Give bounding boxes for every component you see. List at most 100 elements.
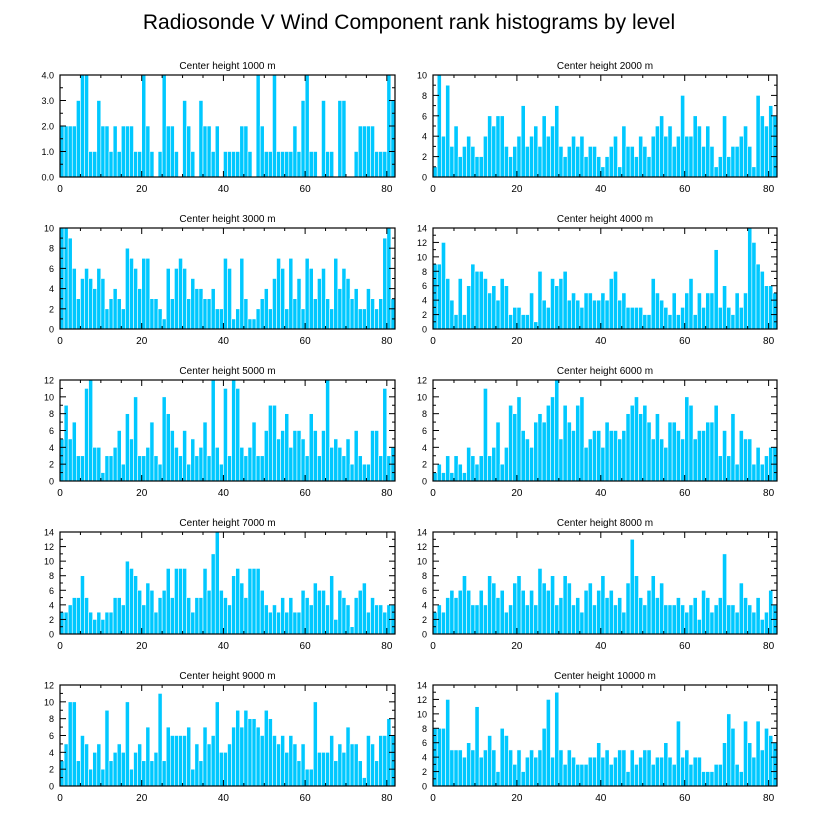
bar <box>713 249 719 330</box>
bar <box>235 709 241 787</box>
bar <box>219 752 224 787</box>
bar <box>362 463 367 482</box>
bar <box>198 288 204 330</box>
bar <box>251 718 257 787</box>
bar <box>288 257 294 330</box>
bar <box>386 227 392 330</box>
bar <box>170 298 175 330</box>
bar <box>487 115 493 178</box>
bar <box>764 285 769 330</box>
bar <box>730 314 736 330</box>
bar <box>170 597 175 635</box>
y-tick-label: 12 <box>417 376 427 386</box>
x-tick-label: 20 <box>511 488 523 499</box>
bar <box>357 455 363 482</box>
bar <box>625 146 631 178</box>
bar <box>239 582 245 635</box>
bar <box>533 125 539 178</box>
bar <box>317 752 322 787</box>
bar <box>366 735 371 787</box>
bar <box>84 388 89 482</box>
bar <box>374 151 379 178</box>
bar <box>214 531 220 635</box>
bar <box>141 760 147 787</box>
bar <box>137 288 143 330</box>
bar <box>545 404 551 482</box>
panel-title: Center height 10000 m <box>554 671 656 682</box>
bar <box>366 463 371 482</box>
bar <box>88 151 93 178</box>
bar <box>571 604 576 635</box>
bar <box>170 735 175 787</box>
bar <box>579 135 585 178</box>
x-tick-label: 20 <box>136 184 148 195</box>
bar <box>701 146 706 178</box>
bar <box>292 298 298 330</box>
y-tick-label: 8 <box>49 714 54 724</box>
bar <box>202 298 208 330</box>
bar <box>223 257 228 330</box>
bar <box>680 438 686 482</box>
bar <box>600 756 606 787</box>
bar <box>161 760 167 787</box>
bar <box>650 764 656 787</box>
bar <box>625 413 631 482</box>
bar <box>231 575 236 635</box>
bar <box>596 742 602 787</box>
bar <box>684 292 690 330</box>
bar <box>545 589 551 635</box>
bar <box>495 115 501 178</box>
bar <box>243 709 249 787</box>
bar <box>120 604 126 635</box>
bar <box>198 447 204 482</box>
bar <box>186 298 192 330</box>
bar <box>730 604 736 635</box>
bar <box>512 764 518 787</box>
bar <box>587 146 593 178</box>
bar <box>583 764 589 787</box>
bar <box>621 292 627 330</box>
bar <box>284 752 290 787</box>
bar <box>722 285 727 330</box>
panel-4: Center height 4000 m 0 20 40 60 80 0 2 4 6 8 10 12 14 <box>417 214 778 347</box>
bar <box>67 438 73 482</box>
bar <box>231 379 236 482</box>
bar <box>227 151 232 178</box>
bar <box>550 575 555 635</box>
bar <box>453 455 459 482</box>
bar <box>504 285 509 330</box>
bar <box>462 314 467 330</box>
bar <box>292 430 298 482</box>
bar <box>759 115 765 178</box>
bar <box>579 307 585 330</box>
bar <box>116 743 122 787</box>
bar <box>165 125 171 178</box>
bar <box>296 611 302 635</box>
y-tick-label: 14 <box>417 224 427 234</box>
x-tick-label: 40 <box>218 641 230 652</box>
bar <box>63 404 69 482</box>
y-tick-label: 6 <box>422 586 427 596</box>
bar <box>483 388 488 482</box>
bar <box>276 743 281 787</box>
bar <box>141 455 147 482</box>
y-tick-label: 6 <box>422 738 427 748</box>
bar <box>625 771 631 787</box>
bar <box>541 727 547 787</box>
bar <box>445 278 451 330</box>
bar <box>59 611 65 635</box>
bar <box>308 413 314 482</box>
bar <box>655 597 660 635</box>
bar <box>112 447 118 482</box>
y-tick-label: 1.0 <box>41 147 54 157</box>
bar-series <box>432 227 778 330</box>
bar <box>734 611 740 635</box>
y-tick-label: 2 <box>422 152 427 162</box>
y-tick-label: 12 <box>417 238 427 248</box>
bar <box>280 597 285 635</box>
bar <box>554 105 560 178</box>
bar <box>149 421 155 482</box>
bar <box>337 288 343 330</box>
bar <box>638 413 644 482</box>
bar <box>558 146 564 178</box>
